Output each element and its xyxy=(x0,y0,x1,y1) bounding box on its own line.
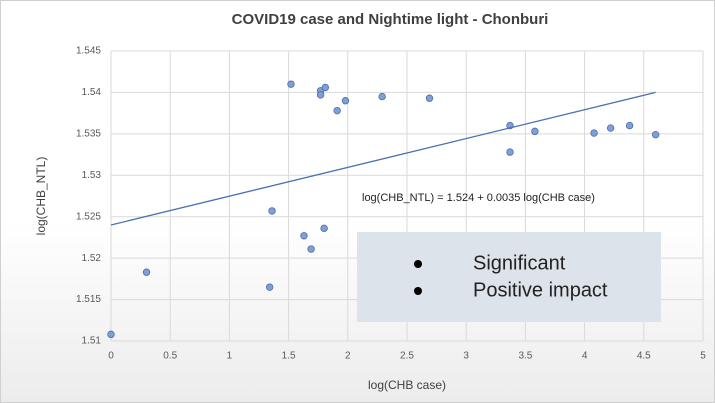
callout-box xyxy=(357,232,661,322)
point xyxy=(107,330,115,339)
point xyxy=(425,94,434,102)
point xyxy=(287,80,295,88)
point xyxy=(300,232,308,240)
point xyxy=(333,106,341,115)
x-tick-label: 0.5 xyxy=(163,351,177,362)
y-tick-label: 1.545 xyxy=(76,46,101,57)
x-tick-label: 4.5 xyxy=(637,351,651,362)
x-tick-label: 2 xyxy=(345,351,351,362)
chart-title: COVID19 case and Nightime light - Chonbu… xyxy=(232,11,549,28)
x-tick-label: 3.5 xyxy=(518,351,532,362)
point xyxy=(142,268,151,276)
point xyxy=(321,83,330,92)
point xyxy=(506,148,514,156)
x-tick-label: 2.5 xyxy=(400,351,414,362)
equation: log(CHB_NTL) = 1.524 + 0.0035 log(CHB ca… xyxy=(362,192,595,204)
point xyxy=(531,127,539,136)
point xyxy=(316,91,325,99)
y-tick-label: 1.515 xyxy=(76,294,101,305)
point xyxy=(590,129,598,137)
point xyxy=(606,124,615,132)
x-tick-label: 3 xyxy=(463,351,469,362)
x-tick-label: 4 xyxy=(582,351,588,362)
x-tick-label: 1.5 xyxy=(282,351,296,362)
y-tick-label: 1.53 xyxy=(82,170,102,181)
point xyxy=(378,92,386,101)
y-tick-label: 1.54 xyxy=(82,87,102,98)
x-tick-label: 1 xyxy=(227,351,233,362)
point xyxy=(307,245,315,253)
callout-item: Positive impact xyxy=(473,279,608,301)
x-tick-label: 0 xyxy=(108,351,114,362)
bullet xyxy=(414,287,422,295)
y-tick-label: 1.535 xyxy=(76,128,101,139)
point xyxy=(625,121,634,130)
point xyxy=(320,224,328,233)
callout-item: Significant xyxy=(473,252,566,274)
point xyxy=(651,130,660,139)
y-tick-label: 1.51 xyxy=(82,336,102,347)
trendline xyxy=(110,91,656,226)
x-tick-label: 5 xyxy=(700,351,706,362)
bullet xyxy=(414,260,422,268)
point xyxy=(265,283,274,291)
y-tick-label: 1.52 xyxy=(82,253,102,264)
point xyxy=(341,97,350,105)
y-axis-label: log(CHB_NTL) xyxy=(34,157,48,236)
point xyxy=(268,207,276,215)
x-axis-label: log(CHB case) xyxy=(368,378,446,392)
y-tick-label: 1.525 xyxy=(76,211,101,222)
